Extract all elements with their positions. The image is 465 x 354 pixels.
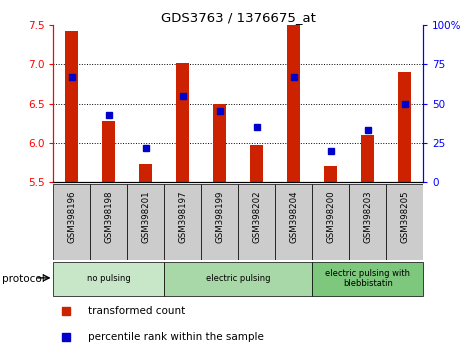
Bar <box>53 262 165 296</box>
Bar <box>250 144 263 182</box>
Text: GSM398205: GSM398205 <box>400 190 409 243</box>
Text: transformed count: transformed count <box>88 306 185 316</box>
Bar <box>165 262 312 296</box>
Bar <box>140 164 153 182</box>
Bar <box>102 121 115 182</box>
Bar <box>312 262 423 296</box>
Text: GSM398204: GSM398204 <box>289 190 298 243</box>
Text: no pulsing: no pulsing <box>87 274 131 283</box>
Bar <box>349 184 386 260</box>
Text: electric pulsing with
blebbistatin: electric pulsing with blebbistatin <box>325 269 410 289</box>
Text: GSM398203: GSM398203 <box>363 190 372 243</box>
Bar <box>324 166 337 182</box>
Bar <box>213 104 226 182</box>
Text: percentile rank within the sample: percentile rank within the sample <box>88 332 264 342</box>
Bar <box>53 184 90 260</box>
Text: protocol: protocol <box>2 274 45 284</box>
Text: GSM398202: GSM398202 <box>252 190 261 243</box>
Bar <box>239 184 275 260</box>
Bar <box>165 184 201 260</box>
Bar <box>176 63 189 182</box>
Text: GSM398200: GSM398200 <box>326 190 335 243</box>
Text: GSM398196: GSM398196 <box>67 190 76 243</box>
Bar <box>398 72 411 182</box>
Bar <box>90 184 127 260</box>
Bar <box>275 184 312 260</box>
Bar <box>66 31 79 182</box>
Bar <box>386 184 423 260</box>
Text: GSM398197: GSM398197 <box>179 190 187 243</box>
Text: GSM398201: GSM398201 <box>141 190 150 243</box>
Bar <box>287 25 300 182</box>
Text: electric pulsing: electric pulsing <box>206 274 271 283</box>
Bar <box>361 135 374 182</box>
Text: GSM398199: GSM398199 <box>215 190 224 242</box>
Bar <box>201 184 238 260</box>
Text: GSM398198: GSM398198 <box>105 190 113 243</box>
Bar <box>312 184 349 260</box>
Bar <box>127 184 165 260</box>
Title: GDS3763 / 1376675_at: GDS3763 / 1376675_at <box>161 11 316 24</box>
